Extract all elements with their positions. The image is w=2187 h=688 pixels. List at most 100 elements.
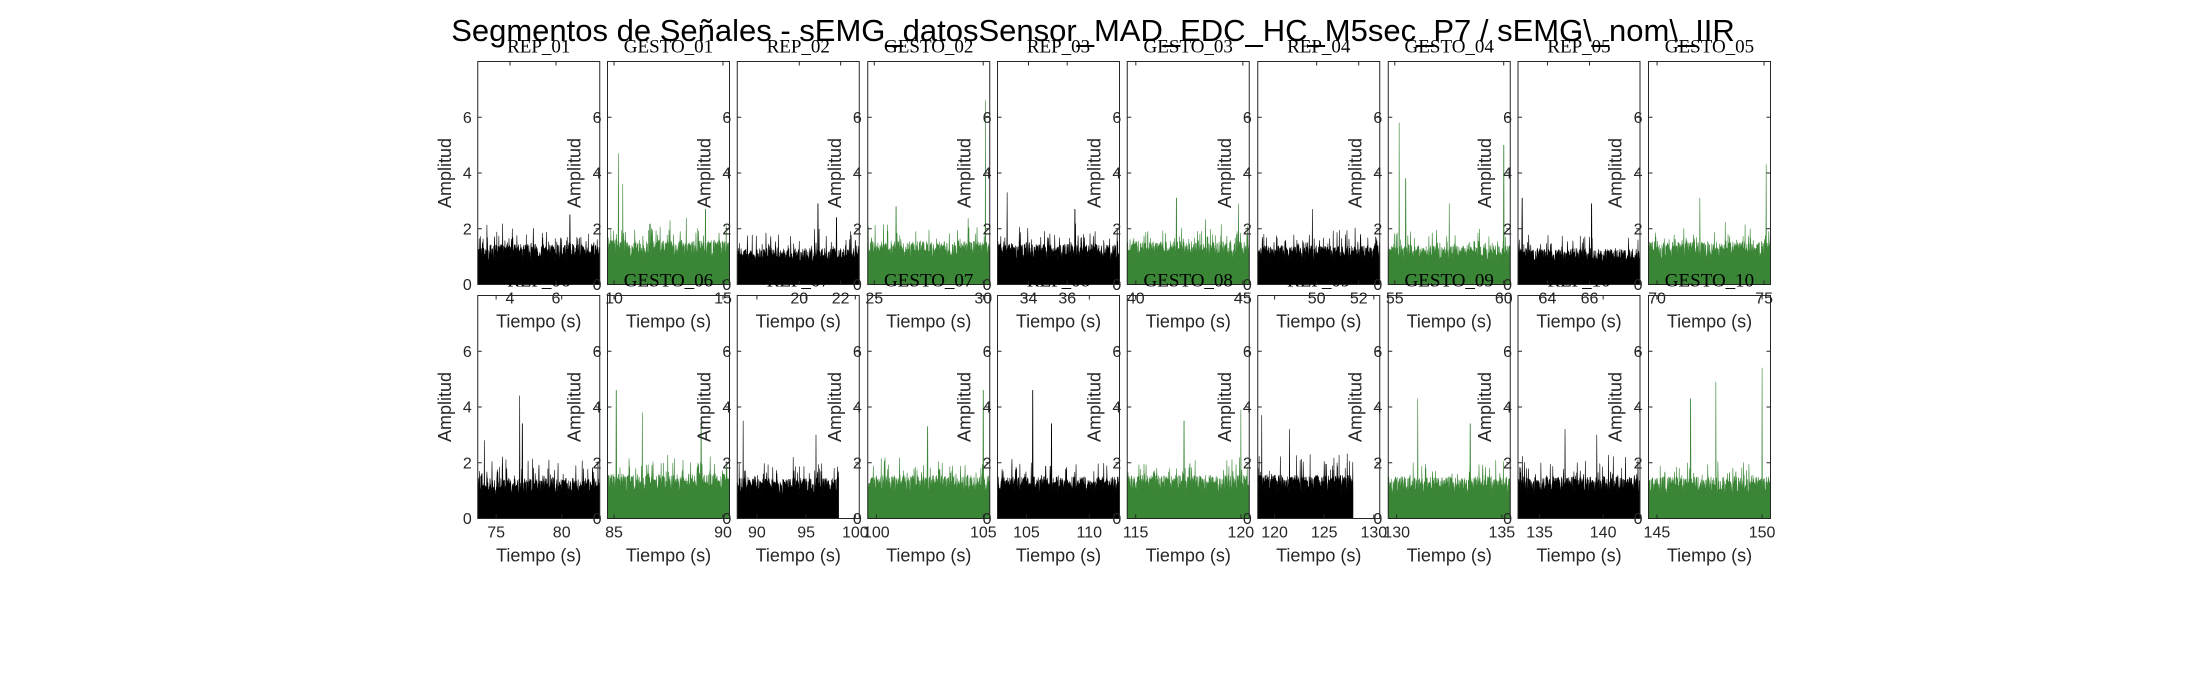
y-tick-label: 2 xyxy=(722,221,731,238)
y-tick-label: 2 xyxy=(722,455,731,472)
y-tick-label: 4 xyxy=(983,166,992,183)
y-tick-label: 4 xyxy=(1373,400,1382,417)
x-tick-label: 60 xyxy=(1495,291,1513,308)
y-tick-label: 2 xyxy=(1373,455,1382,472)
panel-title: GESTO_05 xyxy=(1665,37,1754,58)
y-tick-label: 4 xyxy=(1634,400,1643,417)
axes-box xyxy=(477,61,601,285)
y-tick-label: 6 xyxy=(1503,110,1512,127)
x-axis-label: Tiempo (s) xyxy=(1146,312,1231,332)
y-tick-label: 0 xyxy=(1634,511,1643,528)
axes-box xyxy=(1126,295,1250,519)
panel-gesto-09: GESTO_09 0 2 4 6 130 135 Tiempo (s) Amplitud xyxy=(1345,271,1515,566)
x-axis-label: Tiempo (s) xyxy=(1016,312,1101,332)
axes-box xyxy=(1257,61,1381,285)
signal-trace xyxy=(1387,122,1511,285)
y-tick-label: 0 xyxy=(722,511,731,528)
panel-gesto-08: GESTO_08 0 2 4 6 115 120 Tiempo (s) Amplitud xyxy=(1084,271,1254,566)
x-tick-label: 55 xyxy=(1386,291,1404,308)
x-tick-label: 130 xyxy=(1383,525,1410,542)
axes-box xyxy=(867,61,991,285)
axes-box xyxy=(1517,295,1641,519)
y-tick-label: 4 xyxy=(1503,400,1512,417)
x-tick-label: 115 xyxy=(1123,525,1149,542)
x-tick-label: 105 xyxy=(1013,525,1040,542)
figure-title: Segmentos de Señales - sEMG_datosSensor_… xyxy=(451,13,1735,48)
axes-box xyxy=(997,295,1120,519)
signal-trace xyxy=(1517,429,1641,519)
x-axis-label: Tiempo (s) xyxy=(886,312,971,332)
y-tick-label: 2 xyxy=(1243,221,1252,238)
x-tick-label: 105 xyxy=(970,525,997,542)
x-tick-label: 34 xyxy=(1020,291,1038,308)
y-tick-label: 4 xyxy=(593,400,602,417)
axes-box xyxy=(607,61,730,285)
axes-box xyxy=(1387,295,1511,519)
signal-trace xyxy=(1517,197,1641,285)
y-axis-label: Amplitud xyxy=(565,138,585,208)
y-axis-label: Amplitud xyxy=(694,372,714,442)
y-tick-label: 6 xyxy=(853,110,862,127)
y-tick-label: 6 xyxy=(722,110,731,127)
panel-rep-08: REP_08 0 2 4 6 105 110 Tiempo (s) Amplitud xyxy=(955,271,1120,566)
panel-title: GESTO_10 xyxy=(1665,271,1754,292)
axes-box xyxy=(736,61,860,285)
y-tick-label: 4 xyxy=(722,400,731,417)
panel-rep-01: REP_01 0 2 4 6 4 6 Tiempo (s) Amplitud xyxy=(435,37,601,332)
panel-rep-10: REP_10 0 2 4 6 135 140 Tiempo (s) Amplitud xyxy=(1475,271,1641,566)
axes-box xyxy=(997,61,1120,285)
x-axis-label: Tiempo (s) xyxy=(1536,312,1621,332)
y-tick-label: 0 xyxy=(593,511,602,528)
y-tick-label: 0 xyxy=(1373,277,1382,294)
y-tick-label: 6 xyxy=(983,110,992,127)
x-axis-label: Tiempo (s) xyxy=(1407,546,1492,566)
y-tick-label: 6 xyxy=(593,344,602,361)
y-axis-label: Amplitud xyxy=(1606,138,1626,208)
x-tick-label: 25 xyxy=(865,291,883,308)
y-axis-label: Amplitud xyxy=(825,138,845,208)
y-tick-label: 6 xyxy=(1503,344,1512,361)
panel-title: GESTO_07 xyxy=(884,271,973,292)
axes-box xyxy=(1257,295,1381,519)
y-tick-label: 0 xyxy=(1373,511,1382,528)
panel-title: GESTO_08 xyxy=(1144,271,1233,292)
axes-box xyxy=(867,295,991,519)
signal-trace xyxy=(607,153,730,285)
y-tick-label: 6 xyxy=(1634,344,1643,361)
x-axis-label: Tiempo (s) xyxy=(1536,546,1621,566)
y-tick-label: 6 xyxy=(722,344,731,361)
y-tick-label: 4 xyxy=(722,166,731,183)
x-axis-label: Tiempo (s) xyxy=(1667,546,1752,566)
panel-title: REP_03 xyxy=(1027,37,1090,58)
y-tick-label: 2 xyxy=(853,221,862,238)
y-tick-label: 2 xyxy=(1112,455,1121,472)
x-tick-label: 75 xyxy=(487,525,505,542)
x-axis-label: Tiempo (s) xyxy=(626,546,711,566)
y-tick-label: 0 xyxy=(853,511,862,528)
y-tick-label: 4 xyxy=(1634,166,1643,183)
x-tick-label: 36 xyxy=(1058,291,1076,308)
x-axis-label: Tiempo (s) xyxy=(886,546,971,566)
x-tick-label: 66 xyxy=(1581,291,1599,308)
signal-trace xyxy=(1387,398,1511,519)
signal-trace xyxy=(867,100,991,285)
y-tick-label: 6 xyxy=(593,110,602,127)
x-tick-label: 130 xyxy=(1360,525,1387,542)
y-axis-label: Amplitud xyxy=(1215,138,1235,208)
panel-title: REP_10 xyxy=(1547,271,1610,292)
y-axis-label: Amplitud xyxy=(1345,372,1365,442)
panel-title: REP_01 xyxy=(507,37,570,58)
signal-trace xyxy=(1126,197,1250,285)
x-tick-label: 150 xyxy=(1749,525,1776,542)
x-axis-label: Tiempo (s) xyxy=(626,312,711,332)
signal-trace xyxy=(1648,164,1771,285)
y-tick-label: 0 xyxy=(1634,277,1643,294)
panel-title: REP_08 xyxy=(1027,271,1090,292)
y-tick-label: 2 xyxy=(1503,221,1512,238)
